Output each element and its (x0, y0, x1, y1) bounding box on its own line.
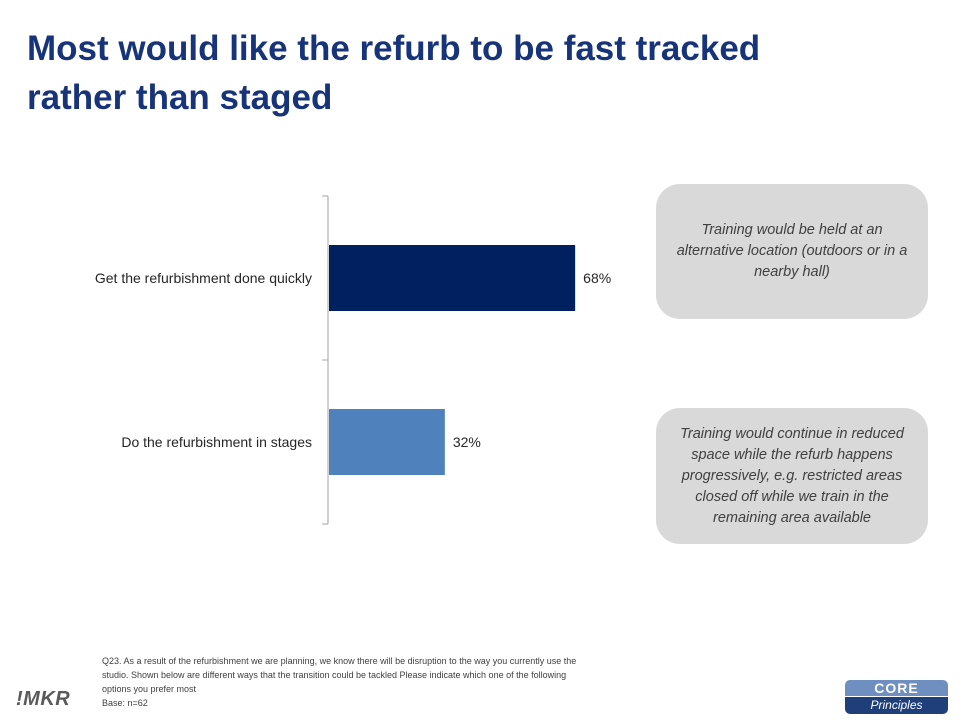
footnote: Q23. As a result of the refurbishment we… (102, 654, 802, 710)
category-label: Get the refurbishment done quickly (95, 270, 312, 286)
callout-text: Training would continue in reduced space… (680, 425, 904, 526)
core-principles-logo: CORE Principles (845, 680, 948, 714)
title-line-1: Most would like the refurb to be fast tr… (27, 29, 761, 68)
core-logo-top: CORE (845, 680, 948, 696)
footnote-base: Base: n=62 (102, 698, 148, 708)
page-title: Most would like the refurb to be fast tr… (27, 24, 907, 122)
category-label: Do the refurbishment in stages (121, 434, 312, 450)
bar (329, 245, 576, 311)
footnote-line: Q23. As a result of the refurbishment we… (102, 656, 577, 666)
callout-alternative-location: Training would be held at an alternative… (656, 184, 928, 319)
callout-reduced-space: Training would continue in reduced space… (656, 408, 928, 544)
data-label: 32% (453, 434, 481, 450)
mkr-logo: !MKR (16, 688, 71, 710)
footnote-line: studio. Shown below are different ways t… (102, 670, 567, 680)
bar (329, 409, 445, 475)
callout-text: Training would be held at an alternative… (676, 222, 908, 280)
footnote-line: options you prefer most (102, 684, 197, 694)
core-logo-bottom: Principles (845, 697, 948, 714)
data-label: 68% (583, 270, 611, 286)
title-line-2: rather than staged (27, 78, 333, 117)
